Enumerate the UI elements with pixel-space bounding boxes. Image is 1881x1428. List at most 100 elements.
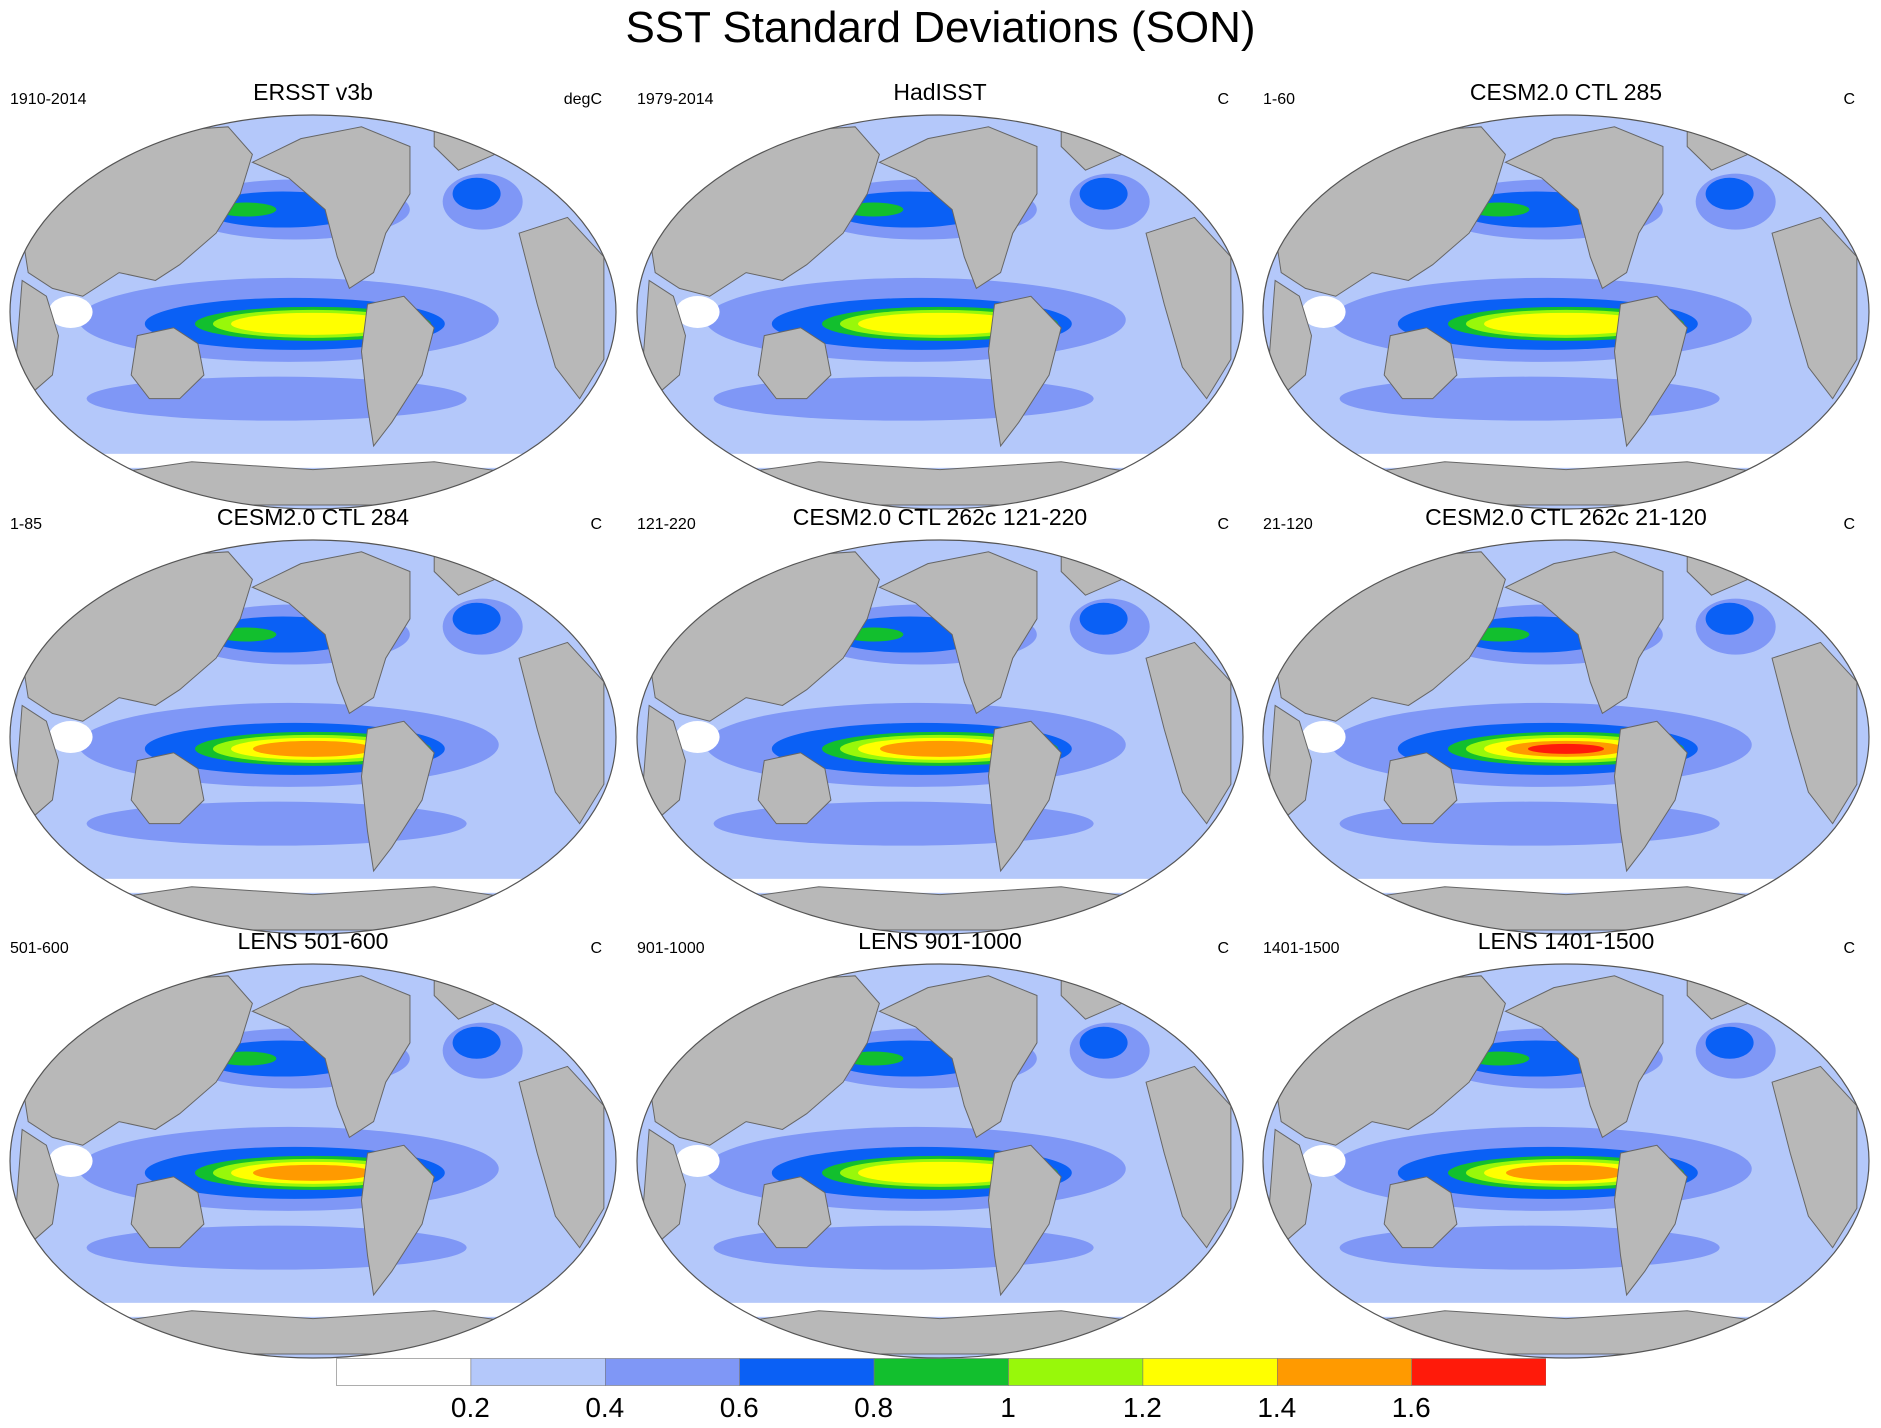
indian-ocean-low: [1301, 296, 1346, 328]
map-outline: [1262, 539, 1870, 935]
panel-units: C: [1843, 91, 1855, 108]
enso-tongue-level-7: [1506, 1164, 1626, 1181]
colorbar-swatch: [1008, 1358, 1144, 1386]
sst-map: [1262, 114, 1870, 510]
africa-east-landmass: [1771, 1065, 1858, 1249]
panel-units: C: [1217, 91, 1229, 108]
panel-title: CESM2.0 CTL 284: [216, 504, 410, 530]
panel-years: 1979-2014: [637, 91, 714, 108]
colorbar-tick-label: 1.4: [1257, 1392, 1297, 1423]
australia-landmass: [757, 1176, 832, 1249]
map-panel: LENS 901-1000 901-1000 C: [627, 927, 1253, 1363]
band-gulf-stream: [452, 602, 501, 635]
colorbar-tick-label: 0.8: [854, 1392, 894, 1423]
south-america-landmass: [987, 1144, 1062, 1297]
south-america-landmass: [987, 295, 1062, 448]
band-gulf-stream: [1705, 602, 1754, 635]
colorbar-tick-label: 0.2: [450, 1392, 490, 1423]
panel-units: C: [590, 516, 602, 533]
southern-ocean-low: [697, 453, 1183, 468]
southern-ocean-low: [1323, 453, 1809, 468]
panel-title: CESM2.0 CTL 285: [1469, 79, 1663, 105]
southern-ocean-low: [1323, 878, 1809, 893]
colorbar-swatch: [604, 1358, 740, 1386]
southern-ocean-low: [697, 1302, 1183, 1317]
enso-tongue-level-7: [880, 740, 1000, 757]
australia-landmass: [130, 327, 205, 400]
colorbar-swatch: [873, 1358, 1009, 1386]
colorbar-swatch: [1276, 1358, 1412, 1386]
map-panel: ERSST v3b 1910-2014 degC: [0, 78, 626, 514]
africa-east-landmass: [1145, 1065, 1232, 1249]
map-panel: HadISST 1979-2014 C: [627, 78, 1253, 514]
africa-east-landmass: [1145, 641, 1232, 825]
panel-years: 1401-1500: [1263, 940, 1340, 957]
colorbar-swatch: [739, 1358, 875, 1386]
australia-landmass: [757, 752, 832, 825]
panel-units: C: [1217, 940, 1229, 957]
south-america-landmass: [360, 720, 435, 873]
panel-units: C: [1843, 516, 1855, 533]
southern-ocean-low: [70, 878, 556, 893]
panel-years: 21-120: [1263, 516, 1313, 533]
africa-east-landmass: [518, 216, 605, 400]
indian-ocean-low: [1301, 721, 1346, 753]
south-america-landmass: [1613, 720, 1688, 873]
southern-ocean-low: [70, 1302, 556, 1317]
panel-units: C: [590, 940, 602, 957]
panel-years: 501-600: [10, 940, 69, 957]
north-america-landmass: [878, 126, 1038, 290]
north-america-landmass: [1504, 551, 1664, 715]
colorbar-tick-label: 0.4: [585, 1392, 625, 1423]
panel-title: HadISST: [893, 79, 987, 105]
australia-landmass: [757, 327, 832, 400]
map-outline: [1262, 114, 1870, 510]
southern-ocean-low: [70, 453, 556, 468]
map-outline: [9, 963, 617, 1359]
africa-east-landmass: [518, 641, 605, 825]
colorbar-swatch: [1142, 1358, 1278, 1386]
enso-tongue-level-7: [253, 740, 373, 757]
figure-title: SST Standard Deviations (SON): [625, 3, 1256, 52]
sst-map: [636, 539, 1244, 935]
enso-tongue-level-7: [253, 1164, 373, 1181]
band-gulf-stream: [452, 1026, 501, 1059]
panel-title: LENS 501-600: [237, 928, 389, 954]
panel-units: C: [1217, 516, 1229, 533]
sst-map: [9, 114, 617, 510]
south-america-landmass: [1613, 295, 1688, 448]
colorbar-tick-label: 1.6: [1391, 1392, 1431, 1423]
enso-tongue-level-6: [1484, 312, 1648, 335]
panel-title: ERSST v3b: [253, 79, 373, 105]
colorbar: [336, 1358, 1546, 1386]
colorbar-tick-label: 1: [1000, 1392, 1016, 1423]
map-panel: CESM2.0 CTL 284 1-85 C: [0, 503, 626, 939]
map-panel: CESM2.0 CTL 262c 21-120 21-120 C: [1253, 503, 1879, 939]
north-america-landmass: [251, 126, 411, 290]
band-gulf-stream: [452, 177, 501, 210]
south-america-landmass: [360, 295, 435, 448]
map-panel: CESM2.0 CTL 262c 121-220 121-220 C: [627, 503, 1253, 939]
australia-landmass: [130, 1176, 205, 1249]
north-america-landmass: [1504, 975, 1664, 1139]
map-outline: [9, 114, 617, 510]
map-outline: [1262, 963, 1870, 1359]
north-america-landmass: [878, 551, 1038, 715]
panel-years: 1-85: [10, 516, 43, 533]
north-america-landmass: [251, 551, 411, 715]
north-america-landmass: [1504, 126, 1664, 290]
band-gulf-stream: [1705, 1026, 1754, 1059]
north-america-landmass: [878, 975, 1038, 1139]
africa-east-landmass: [1145, 216, 1232, 400]
africa-east-landmass: [518, 1065, 605, 1249]
band-gulf-stream: [1705, 177, 1754, 210]
panel-title: LENS 901-1000: [858, 928, 1022, 954]
sst-map: [1262, 539, 1870, 935]
south-america-landmass: [1613, 1144, 1688, 1297]
indian-ocean-low: [48, 721, 93, 753]
map-panel: LENS 501-600 501-600 C: [0, 927, 626, 1363]
australia-landmass: [1383, 327, 1458, 400]
colorbar-tick-label: 1.2: [1122, 1392, 1162, 1423]
map-outline: [636, 114, 1244, 510]
sst-map: [636, 963, 1244, 1359]
